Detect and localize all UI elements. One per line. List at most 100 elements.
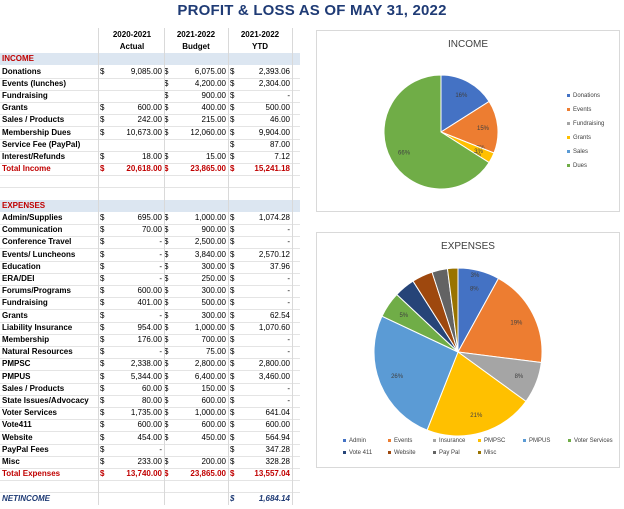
actual-value: - (159, 249, 162, 259)
dollar-sign: $ (230, 371, 235, 381)
expenses-legend-item: PMPSC (478, 438, 505, 444)
dollar-sign: $ (164, 115, 169, 125)
expenses-slice-pmpus (373, 315, 459, 431)
legend-label: Vote 411 (349, 450, 373, 456)
legend-label: PMPUS (529, 438, 551, 444)
dollar-sign: $ (164, 225, 169, 235)
blank-row (0, 188, 300, 201)
ytd-value: 46.00 (269, 115, 290, 125)
row-label: ERA/DEI (2, 274, 35, 283)
row-label: Total Income (2, 164, 51, 174)
actual-value: 401.00 (137, 298, 162, 308)
row-label: Natural Resources (2, 347, 73, 357)
row-label: Grants (2, 103, 28, 113)
expenses-data-label: 3% (471, 273, 480, 279)
dollar-sign: $ (100, 347, 105, 357)
dollar-sign: $ (164, 152, 169, 161)
dollar-sign: $ (164, 322, 169, 332)
expense-row: Misc $233.00 $200.00 $328.28 (0, 456, 300, 469)
legend-label: Grants (573, 135, 592, 141)
legend-swatch-icon (567, 121, 570, 125)
dollar-sign: $ (164, 396, 169, 405)
actual-value: 233.00 (137, 457, 162, 466)
legend-swatch-icon (388, 438, 391, 442)
actual-value: 20,618.00 (126, 164, 162, 174)
dollar-sign: $ (164, 103, 169, 113)
actual-value: 176.00 (137, 335, 162, 344)
row-label: Education (2, 261, 41, 271)
dollar-sign: $ (230, 298, 235, 308)
legend-swatch-icon (478, 438, 481, 442)
income-legend-item: Events (567, 107, 591, 113)
ytd-value: 1,074.28 (258, 213, 290, 222)
dollar-sign: $ (230, 139, 235, 149)
legend-label: Dues (573, 163, 588, 169)
expenses-data-label: 8% (470, 287, 479, 293)
income-row: Service Fee (PayPal) $87.00 (0, 139, 300, 152)
budget-value: 200.00 (201, 457, 226, 466)
dollar-sign: $ (230, 152, 235, 161)
expenses-data-label: 8% (515, 374, 524, 380)
actual-value: 80.00 (141, 396, 162, 405)
row-label: Conference Travel (2, 237, 72, 247)
dollar-sign: $ (100, 322, 105, 332)
legend-swatch-icon (567, 107, 570, 111)
legend-swatch-icon (568, 438, 571, 442)
column-header-year: 2021-2022 (176, 30, 216, 39)
expenses-legend-item: Misc (478, 450, 496, 456)
dollar-sign: $ (230, 469, 235, 479)
income-section-heading: INCOME (0, 53, 300, 66)
actual-value: - (159, 347, 162, 357)
expenses-data-label: 5% (399, 313, 408, 319)
expense-row: Liability Insurance $954.00 $1,000.00 $1,07… (0, 322, 300, 335)
grid-line (164, 28, 165, 505)
dollar-sign: $ (230, 347, 235, 357)
budget-value: 1,000.00 (194, 408, 226, 418)
ytd-value: - (287, 286, 290, 296)
actual-value: - (159, 444, 162, 454)
row-label: PayPal Fees (2, 444, 49, 454)
ytd-value: 1,070.60 (258, 322, 290, 332)
net-income-value: 1,684.14 (258, 493, 290, 503)
expense-row: PMPUS $5,344.00 $6,400.00 $3,460.00 (0, 371, 300, 384)
actual-value: 695.00 (137, 213, 162, 222)
budget-value: 500.00 (201, 298, 226, 308)
actual-value: 5,344.00 (130, 371, 162, 381)
legend-label: Events (573, 107, 592, 113)
row-label: Forums/Programs (2, 286, 71, 296)
dollar-sign: $ (164, 213, 169, 222)
ytd-value: 13,557.04 (254, 469, 290, 479)
income-row: Grants $600.00 $400.00 $500.00 (0, 102, 300, 116)
dollar-sign: $ (100, 396, 105, 405)
dollar-sign: $ (164, 469, 169, 479)
budget-value: 4,200.00 (194, 78, 226, 88)
ytd-value: - (287, 225, 290, 235)
row-label: Communication (2, 225, 63, 235)
dollar-sign: $ (230, 103, 235, 113)
dollar-sign: $ (164, 371, 169, 381)
actual-value: - (159, 237, 162, 247)
dollar-sign: $ (230, 127, 235, 137)
grid-line (292, 28, 293, 505)
dollar-sign: $ (164, 274, 169, 283)
income-data-label: 66% (398, 150, 411, 156)
dollar-sign: $ (100, 286, 105, 296)
row-label: Fundraising (2, 91, 48, 100)
dollar-sign: $ (230, 383, 235, 393)
dollar-sign: $ (230, 444, 235, 454)
budget-value: 23,865.00 (190, 469, 226, 479)
blank-row (0, 480, 300, 494)
dollar-sign: $ (100, 383, 105, 393)
budget-value: 23,865.00 (190, 164, 226, 174)
dollar-sign: $ (100, 408, 105, 418)
ytd-value: 641.04 (265, 408, 290, 418)
dollar-sign: $ (164, 78, 169, 88)
budget-value (170, 444, 226, 456)
legend-swatch-icon (433, 450, 436, 454)
actual-value: 60.00 (141, 383, 162, 393)
legend-label: Donations (573, 93, 601, 99)
ytd-value: 15,241.18 (254, 164, 290, 174)
ytd-value: 328.28 (265, 457, 290, 466)
expense-row: Natural Resources $ - $75.00 $ - (0, 346, 300, 360)
expense-row: Education $ - $300.00 $37.96 (0, 261, 300, 274)
